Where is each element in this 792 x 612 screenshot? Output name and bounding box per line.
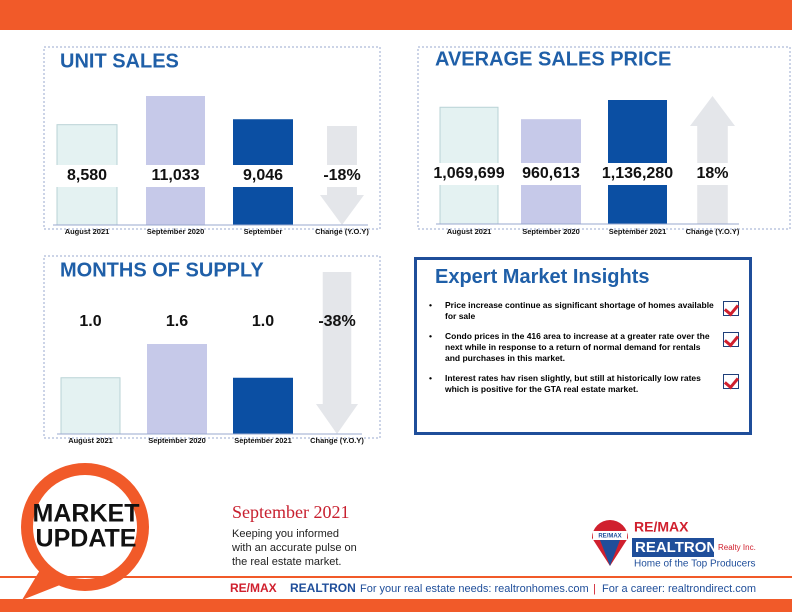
intro-line: the real estate market. (232, 556, 341, 568)
balloon-band (593, 531, 627, 540)
insight-text: Condo prices in the 416 area to increase… (445, 331, 710, 363)
footer-text: For your real estate needs: realtronhome… (360, 583, 589, 595)
value-label: 1,136,280 (602, 165, 673, 182)
value-label: 960,613 (522, 165, 580, 182)
insights-list: Price increase continue as significant s… (427, 300, 739, 404)
insight: Price increase continue as significant s… (427, 300, 739, 322)
change-label: -38% (318, 313, 355, 330)
value-label: 1,069,699 (433, 165, 504, 182)
badge-text: UPDATE (36, 525, 137, 553)
value-label: 9,046 (243, 167, 283, 184)
change-arrow (690, 96, 735, 224)
bar (60, 377, 121, 435)
category-label: Change (Y.O.Y) (315, 227, 369, 236)
balloon-lower (600, 540, 620, 566)
checkbox (723, 332, 739, 347)
footer-sep: | (593, 583, 596, 595)
insight: Interest rates hav risen slightly, but s… (427, 373, 739, 395)
top-band (0, 0, 792, 30)
balloon-text: RE/MAX (598, 534, 621, 540)
category-label: August 2021 (68, 436, 113, 445)
badge-tail (22, 570, 60, 600)
change-arrow (316, 272, 358, 434)
value-label: 11,033 (151, 167, 199, 184)
bar (233, 377, 293, 434)
value-label: 1.0 (252, 313, 274, 330)
insights-title: Expert Market Insights (435, 266, 650, 288)
panel-title: AVERAGE SALES PRICE (435, 48, 671, 70)
bar (146, 96, 205, 225)
insight: Condo prices in the 416 area to increase… (427, 331, 739, 364)
badge-text: MARKET (33, 500, 140, 528)
category-label: September (244, 227, 283, 236)
category-label: September 2021 (234, 436, 292, 445)
label-band (53, 165, 368, 187)
insight-text: Interest rates hav risen slightly, but s… (445, 373, 701, 394)
value-label: 1.0 (79, 313, 101, 330)
intro-date: September 2021 (232, 502, 349, 522)
panel-frame (43, 255, 381, 439)
bottom-band (0, 599, 792, 612)
insight-text: Price increase continue as significant s… (445, 300, 714, 321)
panels: UNIT SALES 8,580 11,033 9,046 -18% August 202… (53, 48, 740, 445)
panel-frame (417, 46, 791, 230)
footer-text: For a career: realtrondirect.com (602, 583, 756, 595)
value-label: 1.6 (166, 313, 188, 330)
insights-box: Expert Market Insights Price increase co… (414, 257, 752, 435)
category-label: September 2020 (147, 227, 205, 236)
change-label: 18% (696, 165, 728, 182)
bar (147, 344, 207, 434)
panel-title: MONTHS OF SUPPLY (60, 259, 264, 281)
checkbox (723, 374, 739, 389)
logo-brand: RE/MAX (634, 519, 689, 535)
category-label: Change (Y.O.Y) (310, 436, 364, 445)
logo-suffix: Realty Inc. (718, 543, 756, 552)
category-label: September 2020 (148, 436, 206, 445)
checkbox (723, 301, 739, 316)
badge-core (33, 475, 137, 579)
value-label: 8,580 (67, 167, 107, 184)
footer-brand: RE/MAX (230, 581, 277, 595)
intro-line: with an accurate pulse on (231, 542, 357, 554)
category-label: September 2020 (522, 227, 580, 236)
bar (608, 100, 667, 224)
category-label: August 2021 (447, 227, 492, 236)
category-label: August 2021 (65, 227, 110, 236)
category-label: September 2021 (609, 227, 667, 236)
logo-name: REALTRON (635, 539, 717, 556)
category-label: Change (Y.O.Y) (686, 227, 740, 236)
footer-name: REALTRON (290, 581, 356, 595)
change-label: -18% (323, 167, 360, 184)
panel-frame (43, 46, 381, 230)
logo-tagline: Home of the Top Producers (634, 559, 756, 570)
intro-line: Keeping you informed (232, 528, 339, 540)
panel-title: UNIT SALES (60, 50, 179, 72)
logo-box (632, 538, 714, 557)
label-band (436, 163, 739, 185)
